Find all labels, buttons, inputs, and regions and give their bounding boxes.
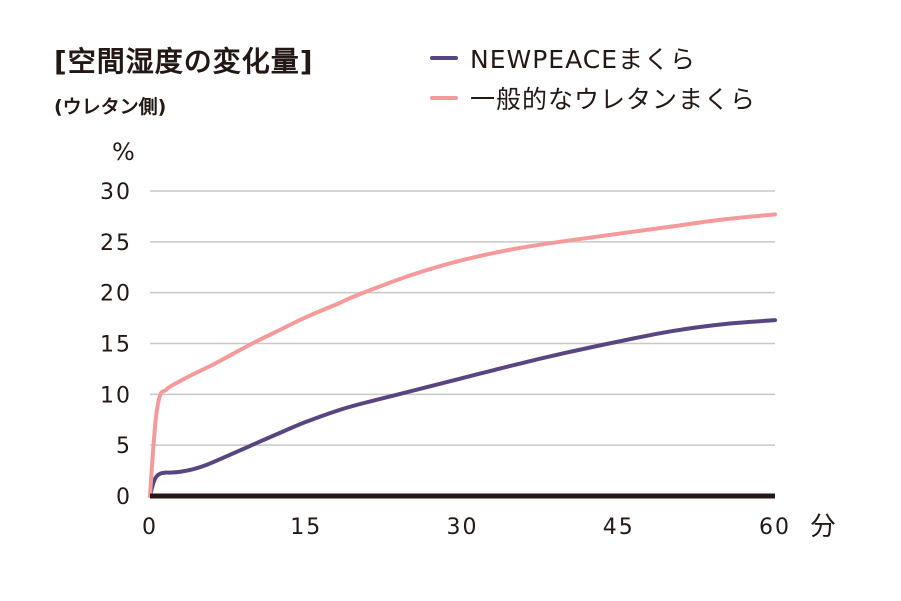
y-tick-label-25: 25	[100, 231, 132, 256]
series-lines	[148, 212, 777, 498]
y-tick-labels: 0 5 10 15 20 25 30	[100, 180, 132, 510]
legend-swatch-newpeace	[430, 56, 458, 60]
x-tick-label-60: 60	[759, 515, 791, 540]
y-tick-label-5: 5	[116, 434, 132, 459]
chart-title: [空間湿度の変化量]	[54, 45, 314, 78]
series-line-urethane	[148, 212, 777, 498]
y-tick-label-10: 10	[100, 383, 132, 408]
legend-label-urethane: 一般的なウレタンまくら	[470, 85, 757, 114]
chart-subtitle: (ウレタン側)	[54, 96, 167, 118]
series-line-newpeace	[148, 318, 777, 498]
x-tick-label-30: 30	[447, 515, 479, 540]
y-tick-label-30: 30	[100, 180, 132, 205]
x-axis-unit: 分	[810, 512, 836, 542]
legend-label-newpeace: NEWPEACEまくら	[470, 45, 697, 74]
x-tick-label-15: 15	[290, 515, 322, 540]
x-tick-label-0: 0	[142, 515, 158, 540]
y-axis-unit: %	[112, 138, 135, 166]
y-tick-label-20: 20	[100, 282, 132, 307]
y-tick-label-0: 0	[116, 485, 132, 510]
legend: NEWPEACEまくら 一般的なウレタンまくら	[430, 38, 756, 118]
legend-swatch-urethane	[430, 96, 458, 100]
legend-item-newpeace: NEWPEACEまくら	[430, 38, 756, 78]
y-tick-label-15: 15	[100, 333, 132, 358]
x-tick-labels: 0 15 30 45 60	[142, 515, 791, 540]
grid-lines	[150, 190, 775, 446]
x-tick-label-45: 45	[603, 515, 635, 540]
legend-item-urethane: 一般的なウレタンまくら	[430, 78, 756, 118]
